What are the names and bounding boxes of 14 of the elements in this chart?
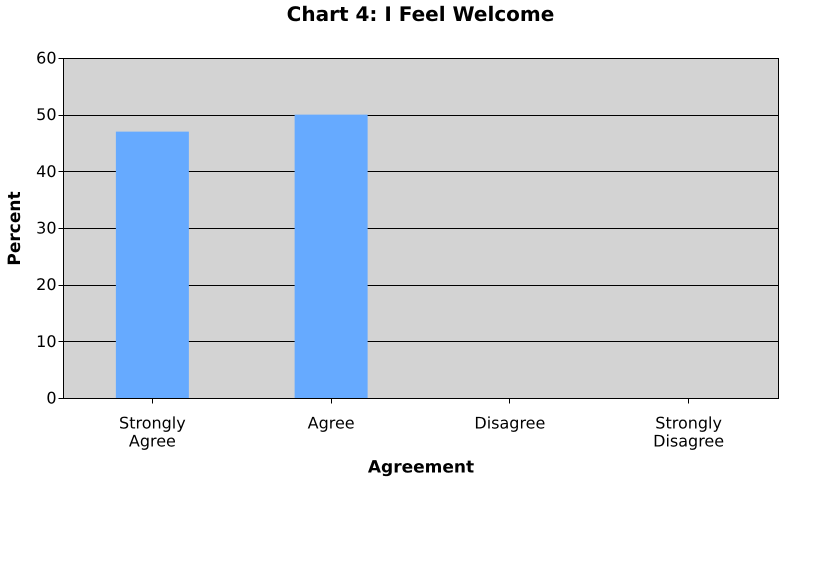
y-tick-label: 0 bbox=[46, 388, 56, 408]
x-tick-label: Strongly Agree bbox=[119, 414, 186, 450]
y-tick-label: 10 bbox=[36, 332, 56, 351]
chart-title: Chart 4: I Feel Welcome bbox=[286, 2, 554, 26]
y-tick-label: 60 bbox=[36, 48, 56, 68]
y-tick-label: 30 bbox=[36, 218, 56, 238]
y-tick-label: 20 bbox=[36, 275, 56, 294]
y-axis-title: Percent bbox=[5, 191, 26, 266]
x-axis-title: Agreement bbox=[368, 458, 474, 478]
x-tick-label: Agree bbox=[308, 414, 355, 432]
x-tick-label: Disagree bbox=[474, 414, 546, 432]
y-tick-label: 40 bbox=[36, 162, 56, 181]
x-tick-label: Strongly Disagree bbox=[653, 414, 724, 450]
y-tick-label: 50 bbox=[36, 105, 56, 124]
